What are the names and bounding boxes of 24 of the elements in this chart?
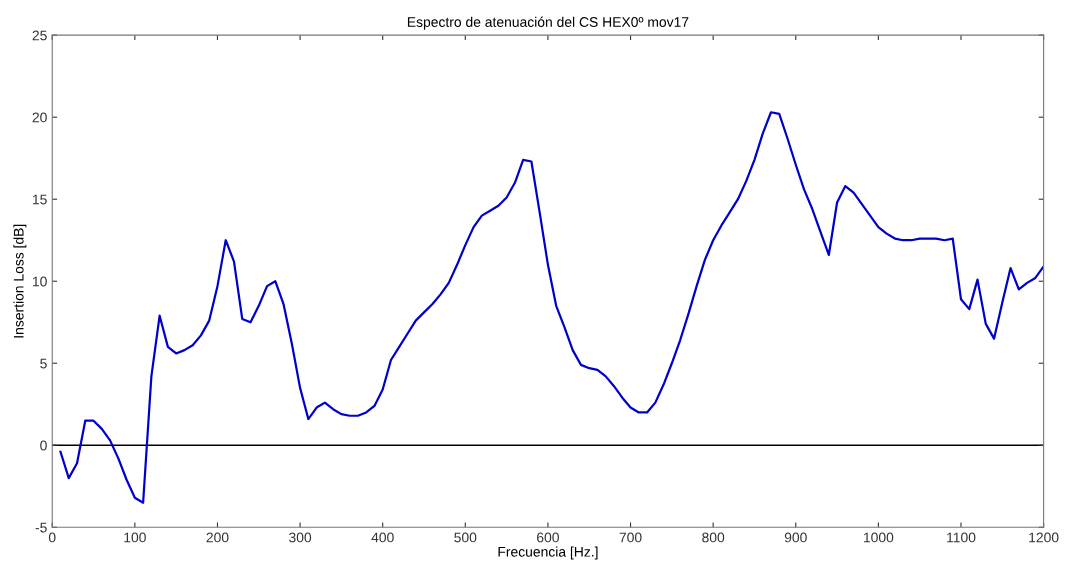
x-tick-label: 700 (619, 532, 642, 543)
y-tick-label: 15 (32, 194, 47, 205)
x-axis-title: Frecuencia [Hz.] (498, 546, 598, 560)
x-tick-label: 500 (454, 532, 477, 543)
chart-title: Espectro de atenuación del CS HEX0º mov17 (407, 16, 689, 30)
y-tick-label: 25 (32, 30, 47, 41)
x-tick-label: 1000 (864, 532, 894, 543)
x-tick-label: 800 (702, 532, 725, 543)
x-tick-label: 400 (371, 532, 394, 543)
x-tick-label: 300 (289, 532, 312, 543)
x-tick-label: 900 (784, 532, 807, 543)
x-tick-label: 600 (537, 532, 559, 543)
line-series (59, 111, 1044, 504)
x-tick-label: 1100 (947, 532, 976, 543)
y-axis-title: Insertion Loss [dB] (13, 224, 27, 338)
x-tick-label: 0 (48, 532, 56, 543)
y-tick-label: -5 (35, 522, 47, 533)
y-tick-label: 5 (40, 358, 47, 369)
y-tick-label: 20 (32, 112, 47, 123)
x-tick-label: 1200 (1029, 532, 1059, 543)
x-tick-label: 200 (206, 532, 229, 543)
y-tick-label: 10 (32, 276, 47, 287)
x-tick-label: 100 (124, 532, 146, 543)
y-tick-label: 0 (40, 440, 47, 451)
